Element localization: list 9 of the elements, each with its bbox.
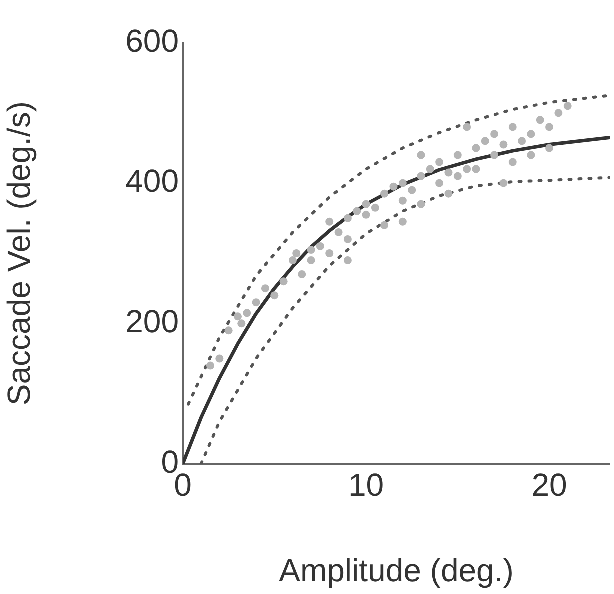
line-series [200,176,610,464]
y-tick-label: 200 [126,303,179,340]
y-tick-label: 400 [126,163,179,200]
x-axis-title: Amplitude (deg.) [279,552,514,589]
y-axis-title: Saccade Vel. (deg./s) [1,101,38,406]
line-series [187,94,610,406]
x-tick-label: 10 [348,467,384,504]
y-tick-label: 600 [126,22,179,59]
x-tick-label: 20 [532,467,568,504]
